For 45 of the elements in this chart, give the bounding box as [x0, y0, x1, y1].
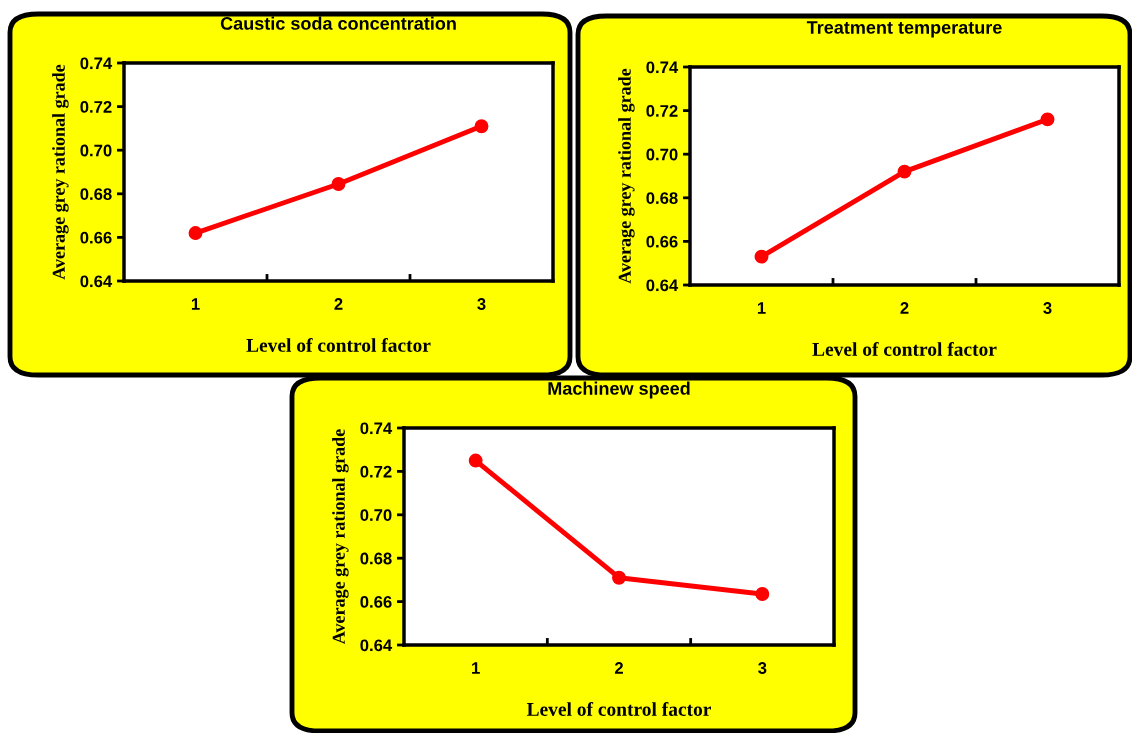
- x-tick-label: 1: [757, 302, 766, 314]
- y-axis-title: Average grey rational grade: [618, 68, 635, 284]
- y-tick-label: 0.66: [80, 231, 112, 244]
- y-tick-label: 0.74: [646, 61, 679, 74]
- chart-title: Machinew speed: [548, 381, 690, 399]
- y-axis-title: Average grey rational grade: [52, 64, 69, 280]
- point: [331, 177, 346, 191]
- x-tick-label: 3: [477, 298, 486, 310]
- point: [474, 119, 489, 134]
- point: [897, 164, 912, 179]
- y-tick-label: 0.72: [646, 105, 678, 117]
- y-tick-label: 0.66: [646, 235, 678, 248]
- point: [754, 249, 769, 264]
- y-tick-label: 0.66: [360, 596, 392, 608]
- y-tick-label: 0.68: [80, 188, 112, 200]
- y-tick-label: 0.74: [360, 422, 393, 435]
- x-tick-label: 3: [1043, 302, 1052, 314]
- y-tick-label: 0.64: [646, 279, 679, 292]
- x-tick-label: 2: [900, 302, 909, 314]
- x-tick-label: 1: [472, 662, 480, 674]
- y-tick-label: 0.68: [646, 192, 678, 204]
- y-tick-label: 0.74: [80, 57, 113, 70]
- x-axis-title: Level of control factor: [526, 702, 711, 716]
- y-tick-label: 0.64: [80, 275, 113, 288]
- x-axis-title: Level of control factor: [812, 342, 997, 356]
- chart-title: Treatment temperature: [806, 21, 1002, 38]
- y-axis-title: Average grey rational grade: [332, 429, 349, 645]
- chart-title: Caustic soda concentration: [220, 16, 456, 30]
- y-tick-label: 0.70: [646, 148, 678, 161]
- y-tick-label: 0.70: [360, 509, 392, 521]
- x-tick-label: 2: [614, 662, 623, 674]
- x-tick-label: 1: [191, 298, 200, 310]
- point: [468, 453, 483, 468]
- y-tick-label: 0.72: [360, 465, 392, 478]
- x-tick-label: 3: [758, 662, 767, 674]
- y-tick-label: 0.72: [80, 101, 112, 113]
- x-tick-label: 2: [334, 298, 343, 310]
- point: [755, 587, 770, 601]
- point: [1040, 112, 1055, 127]
- point: [188, 226, 203, 240]
- x-axis-title: Level of control factor: [246, 338, 431, 352]
- y-tick-label: 0.64: [360, 639, 393, 652]
- point: [612, 570, 626, 585]
- y-tick-label: 0.68: [360, 552, 392, 565]
- y-tick-label: 0.70: [80, 144, 112, 157]
